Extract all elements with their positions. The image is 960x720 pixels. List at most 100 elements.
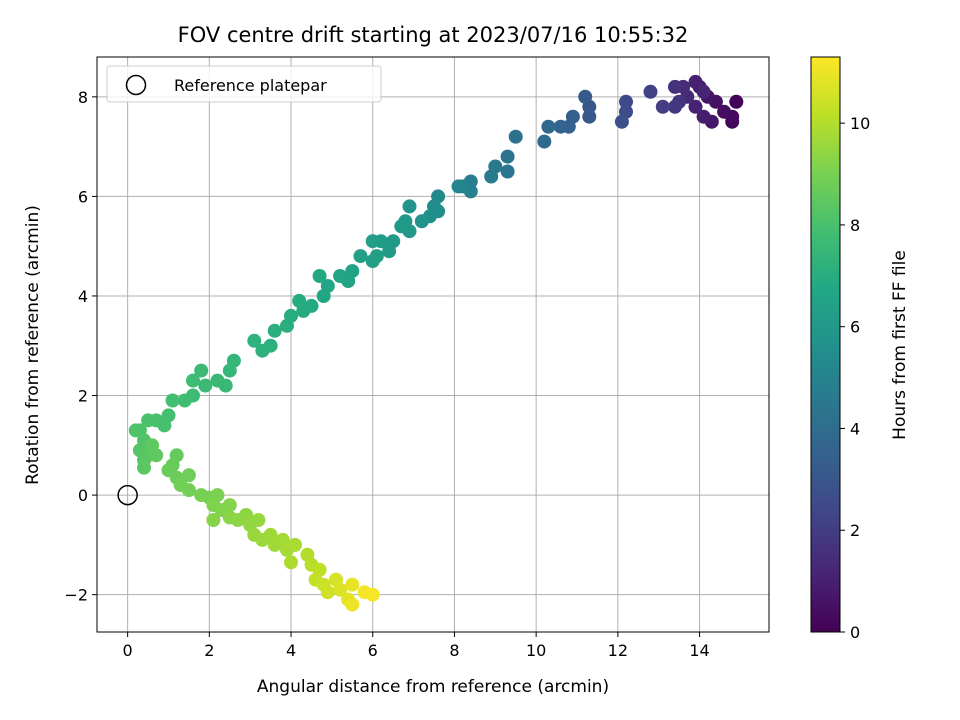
data-point: [345, 577, 360, 592]
data-point: [280, 318, 294, 333]
data-point: [365, 234, 380, 249]
x-tick-label: 2: [204, 641, 214, 660]
data-point: [729, 94, 744, 109]
x-tick-label: 14: [689, 641, 709, 660]
data-point: [696, 109, 711, 124]
data-point: [284, 555, 298, 570]
data-point: [500, 149, 515, 164]
data-point: [345, 597, 360, 612]
x-tick-label: 0: [123, 641, 133, 660]
data-point: [668, 79, 682, 94]
y-tick-label: 2: [78, 387, 88, 406]
colorbar-tick-label: 4: [850, 419, 860, 438]
colorbar-tick-label: 8: [850, 216, 860, 235]
data-point: [537, 134, 552, 149]
legend-box: [106, 65, 382, 103]
y-tick-label: −2: [64, 586, 88, 605]
data-point: [508, 129, 523, 144]
reference-marker-layer: [117, 484, 138, 506]
data-point: [614, 114, 629, 129]
data-point: [181, 468, 196, 483]
y-tick-label: 0: [78, 486, 88, 505]
data-point: [149, 448, 164, 463]
data-point: [316, 289, 331, 303]
data-point: [255, 343, 270, 358]
data-point: [643, 84, 658, 99]
data-point: [247, 333, 262, 348]
data-point: [312, 269, 327, 283]
data-point: [186, 373, 200, 388]
x-axis-label: Angular distance from reference (arcmin): [257, 677, 609, 697]
x-tick-label: 10: [526, 641, 546, 660]
data-point: [382, 244, 397, 259]
colorbar-tick-label: 6: [850, 318, 860, 337]
data-point: [267, 323, 282, 338]
colorbar: 0 2 4 6 8 10 Hours from first FF file: [810, 56, 910, 642]
y-tick-label: 8: [78, 88, 88, 107]
data-point: [578, 89, 593, 104]
data-point: [717, 104, 732, 119]
data-point: [137, 460, 151, 475]
data-point: [500, 164, 515, 179]
data-point: [251, 513, 266, 527]
data-point: [194, 363, 209, 378]
data-point: [210, 373, 225, 388]
data-point: [402, 199, 417, 214]
data-point: [222, 498, 237, 513]
data-point: [333, 582, 348, 597]
data-point: [484, 169, 499, 184]
colorbar-ticks: 0 2 4 6 8 10: [840, 114, 870, 642]
data-point: [141, 413, 156, 428]
data-point: [365, 254, 380, 269]
data-point: [696, 84, 711, 99]
x-tick-label: 4: [286, 641, 296, 660]
data-point: [198, 378, 213, 393]
data-point: [288, 537, 303, 552]
colorbar-tick-label: 10: [850, 114, 870, 133]
grid: [97, 57, 769, 632]
plot-frame: [96, 56, 770, 633]
data-point: [165, 393, 180, 408]
data-point: [365, 587, 380, 602]
y-axis-ticks: −2 0 2 4 6 8: [64, 88, 97, 605]
data-point: [582, 109, 597, 124]
data-point: [292, 293, 307, 308]
data-point: [414, 214, 429, 229]
colorbar-gradient: [810, 56, 841, 633]
legend-marker-open-circle: [125, 74, 147, 96]
data-points: [128, 74, 744, 612]
y-tick-label: 6: [78, 187, 88, 206]
x-axis-ticks: 0 2 4 6 8 10 12 14: [123, 632, 710, 660]
data-point: [688, 74, 703, 89]
colorbar-label: Hours from first FF file: [890, 250, 910, 440]
data-point: [451, 179, 466, 194]
data-point: [353, 249, 368, 264]
data-point: [320, 585, 335, 600]
legend-entry-label: Reference platepar: [174, 76, 327, 95]
data-point: [688, 99, 703, 114]
x-tick-label: 8: [449, 641, 459, 660]
chart-title: FOV centre drift starting at 2023/07/16 …: [178, 23, 689, 47]
data-point: [619, 94, 633, 109]
reference-platepar-marker: [117, 484, 138, 506]
y-tick-label: 4: [78, 287, 88, 306]
data-point: [206, 513, 221, 527]
data-point: [128, 423, 143, 438]
x-tick-label: 12: [608, 641, 628, 660]
x-tick-label: 6: [368, 641, 378, 660]
data-point: [222, 363, 237, 378]
data-point: [333, 269, 348, 283]
legend: Reference platepar: [106, 65, 382, 103]
data-point: [394, 219, 409, 234]
colorbar-tick-label: 2: [850, 521, 860, 540]
colorbar-tick-label: 0: [850, 623, 860, 642]
data-point: [553, 119, 568, 134]
data-point: [655, 99, 670, 114]
data-point: [668, 99, 682, 114]
data-point: [541, 119, 556, 134]
data-point: [177, 393, 192, 408]
y-axis-label: Rotation from reference (arcmin): [23, 205, 43, 485]
data-point: [181, 483, 196, 498]
